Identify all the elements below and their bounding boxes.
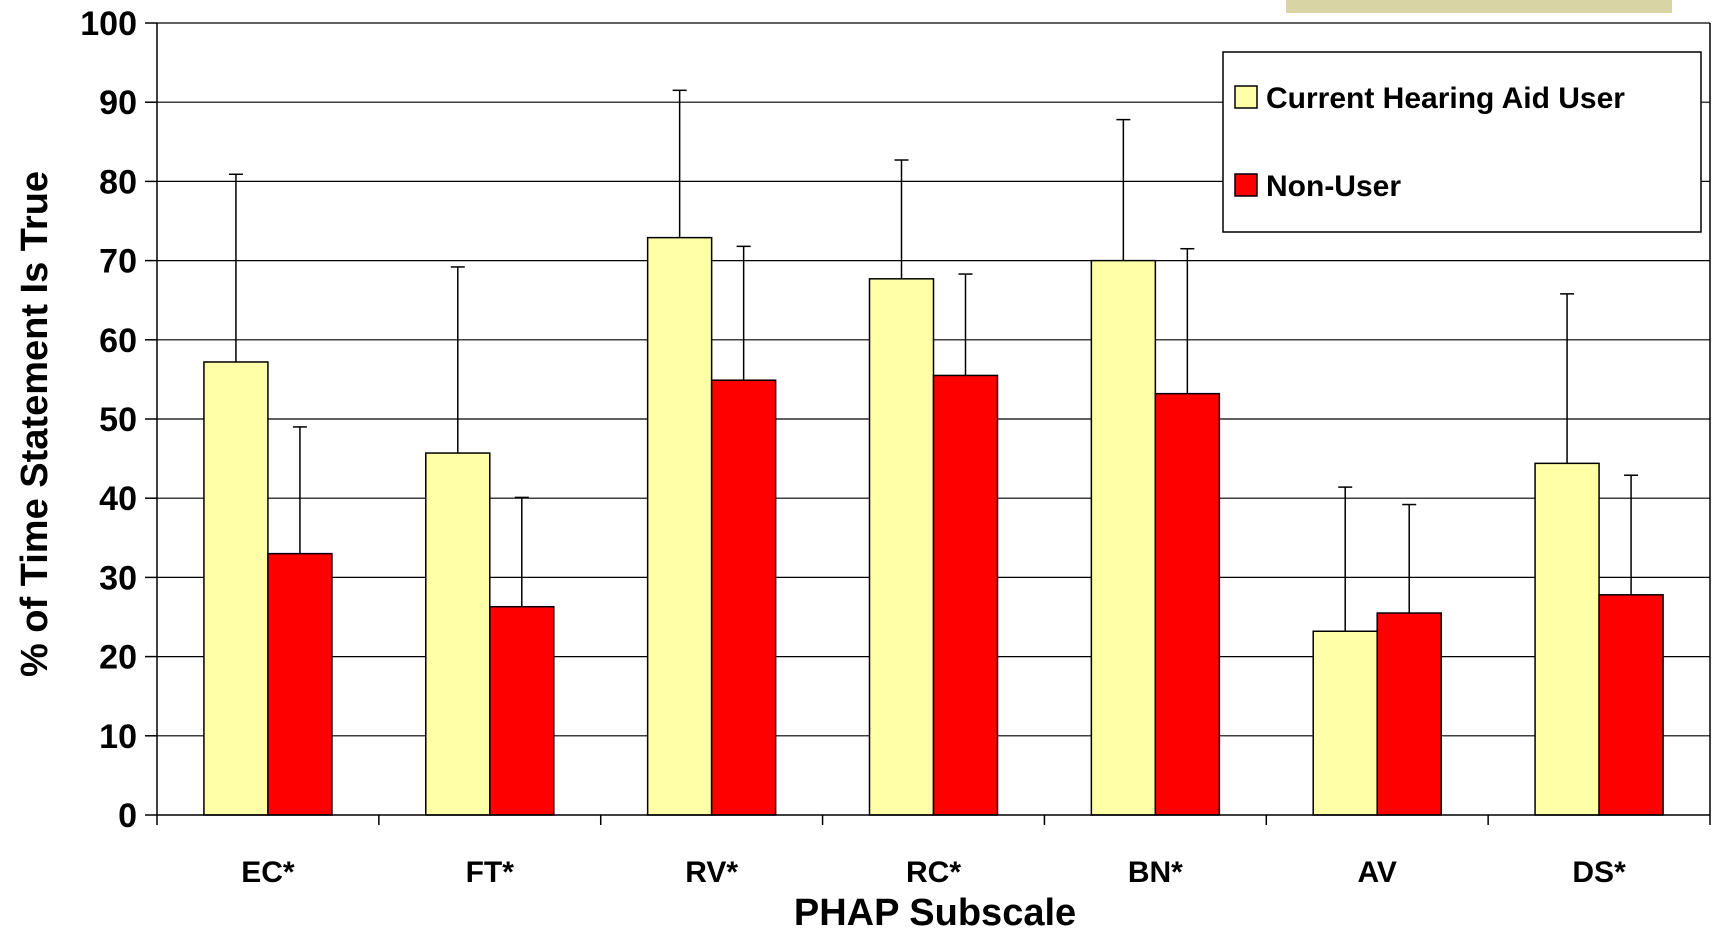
bar [868,278,935,816]
y-tick-label: 70 [99,243,137,281]
bar-group-av-0 [1312,486,1378,816]
bar [1312,630,1378,816]
bar-group-av-1 [1376,503,1442,816]
bar [646,236,713,816]
x-tick-label: DS* [1572,856,1626,889]
y-tick-label: 10 [99,718,137,756]
y-tick-label: 100 [80,5,137,43]
bar-group-ds-1 [1598,474,1664,816]
legend-swatch [1234,173,1258,197]
legend-label: Non-User [1266,170,1401,203]
legend-label: Current Hearing Aid User [1266,82,1625,115]
bar-group-ds-0 [1534,293,1600,816]
bar [267,552,333,816]
legend-swatch [1234,85,1258,109]
bar [1090,259,1157,816]
bar-group-ft-0 [425,266,491,816]
x-tick-label: FT* [466,856,515,889]
bar-group-ft-1 [489,496,555,816]
legend: Current Hearing Aid User Non-User [1222,51,1702,233]
bar [489,605,555,816]
bar-group-bn-1 [1154,247,1221,816]
x-tick-label: RC* [906,856,961,889]
decorative-tan-box [1286,0,1672,13]
bar-group-ec-1 [267,426,333,816]
bar [1376,612,1442,816]
bar-group-bn-0 [1090,118,1157,816]
y-tick-label: 30 [99,559,137,597]
legend-box [1222,51,1702,233]
bar [425,452,491,816]
x-axis-title: PHAP Subscale [794,892,1076,934]
bar [710,379,777,816]
y-tick-label: 40 [99,480,137,518]
y-tick-label: 60 [99,322,137,360]
y-tick-label: 20 [99,639,137,677]
x-tick-label: BN* [1128,856,1183,889]
bar [1598,594,1664,816]
x-tick-label: RV* [685,856,738,889]
bar-group-ec-0 [203,173,269,816]
y-axis-title: % of Time Statement Is True [14,171,56,677]
y-tick-label: 0 [118,797,137,835]
x-tick-labels: EC* FT* RV* RC* BN* AV DS* [241,856,1626,889]
bar-group-rc-1 [932,273,999,816]
x-tick-label: AV [1357,856,1396,889]
bar [1154,392,1221,816]
bar-group-rv-0 [646,89,713,816]
bar [1534,462,1600,816]
bar [203,361,269,816]
y-tick-label: 80 [99,163,137,201]
bar-group-rc-0 [868,159,935,816]
axes [145,22,1711,825]
bar [932,374,999,816]
y-tick-label: 50 [99,401,137,439]
bars [203,89,1664,816]
bar-group-rv-1 [710,245,777,816]
y-tick-labels: 0 10 20 30 40 50 60 70 80 90 100 [80,5,137,835]
y-tick-label: 90 [99,84,137,122]
x-tick-label: EC* [241,856,295,889]
